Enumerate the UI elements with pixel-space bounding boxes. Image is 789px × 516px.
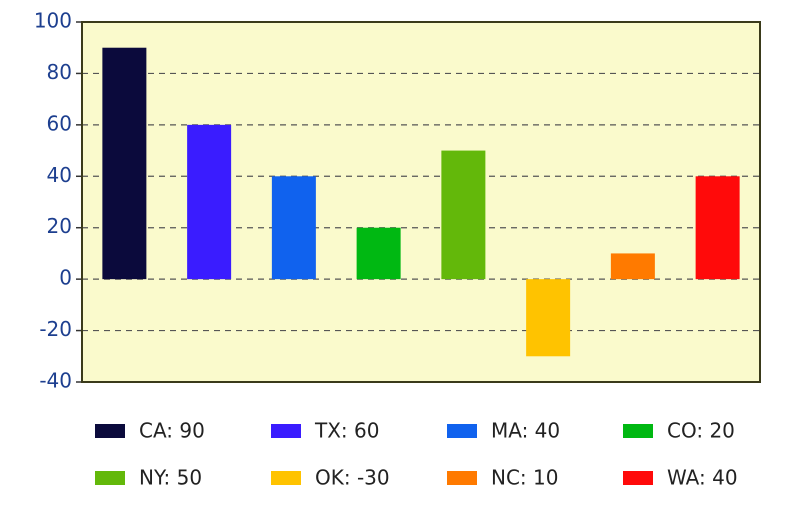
legend-swatch [271, 471, 301, 485]
y-tick-label: -20 [39, 317, 72, 341]
legend-swatch [447, 424, 477, 438]
bar [102, 47, 147, 280]
y-tick-label: 60 [47, 111, 72, 135]
y-tick-label: 80 [47, 60, 72, 84]
legend-label: OK: -30 [315, 466, 390, 490]
bar [356, 227, 401, 280]
legend-swatch [271, 424, 301, 438]
legend-swatch [623, 424, 653, 438]
plot-border [81, 21, 761, 383]
y-tick-label: 40 [47, 163, 72, 187]
legend-label: MA: 40 [491, 419, 560, 443]
legend-swatch [95, 424, 125, 438]
legend-label: WA: 40 [667, 466, 738, 490]
y-tick-label: -40 [39, 369, 72, 393]
plot-area [82, 22, 760, 382]
legend-swatch [95, 471, 125, 485]
bar [441, 150, 486, 280]
bar [271, 176, 316, 280]
legend-label: TX: 60 [314, 419, 379, 443]
y-tick-label: 0 [59, 266, 72, 290]
legend-label: CO: 20 [667, 419, 735, 443]
y-tick-label: 100 [34, 9, 72, 33]
legend-label: CA: 90 [139, 419, 205, 443]
y-tick-label: 20 [47, 214, 72, 238]
bar [187, 124, 232, 280]
bar [526, 279, 571, 357]
legend-label: NY: 50 [139, 466, 202, 490]
legend-swatch [447, 471, 477, 485]
legend-label: NC: 10 [491, 466, 558, 490]
bar [610, 253, 655, 280]
legend-swatch [623, 471, 653, 485]
bar [695, 176, 740, 280]
